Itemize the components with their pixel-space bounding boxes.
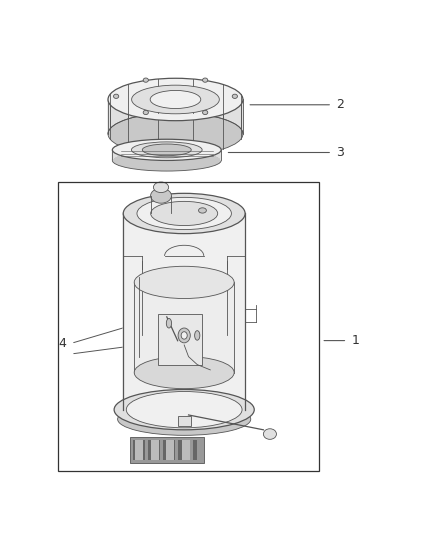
Polygon shape bbox=[113, 150, 221, 160]
Bar bbox=[193, 440, 197, 460]
Ellipse shape bbox=[123, 193, 245, 233]
Ellipse shape bbox=[151, 188, 171, 203]
Ellipse shape bbox=[118, 403, 251, 435]
Ellipse shape bbox=[134, 357, 234, 389]
Ellipse shape bbox=[113, 139, 221, 160]
Text: 2: 2 bbox=[336, 98, 344, 111]
Bar bbox=[170, 440, 175, 460]
Bar bbox=[130, 437, 204, 463]
Ellipse shape bbox=[150, 91, 201, 109]
Polygon shape bbox=[123, 214, 245, 410]
Ellipse shape bbox=[114, 390, 254, 430]
Ellipse shape bbox=[131, 142, 202, 158]
Ellipse shape bbox=[263, 429, 276, 439]
Polygon shape bbox=[134, 282, 234, 373]
Bar bbox=[163, 440, 167, 460]
Ellipse shape bbox=[113, 94, 119, 99]
Bar bbox=[158, 314, 201, 365]
Ellipse shape bbox=[198, 208, 206, 213]
Bar bbox=[151, 440, 159, 460]
Text: 4: 4 bbox=[59, 337, 67, 350]
Text: 3: 3 bbox=[336, 146, 344, 159]
Text: 1: 1 bbox=[352, 334, 360, 347]
Ellipse shape bbox=[151, 201, 218, 225]
Bar bbox=[135, 440, 143, 460]
Ellipse shape bbox=[142, 144, 191, 156]
Bar bbox=[141, 440, 145, 460]
Bar bbox=[185, 440, 190, 460]
Ellipse shape bbox=[132, 85, 219, 114]
Ellipse shape bbox=[153, 182, 169, 192]
Ellipse shape bbox=[202, 110, 208, 115]
Ellipse shape bbox=[108, 113, 243, 155]
Ellipse shape bbox=[137, 197, 231, 230]
Ellipse shape bbox=[143, 110, 148, 115]
Bar bbox=[155, 440, 160, 460]
Bar bbox=[178, 440, 182, 460]
Bar bbox=[148, 440, 152, 460]
Ellipse shape bbox=[126, 392, 242, 428]
Ellipse shape bbox=[202, 78, 208, 82]
Ellipse shape bbox=[134, 266, 234, 298]
Ellipse shape bbox=[194, 330, 200, 340]
Polygon shape bbox=[108, 100, 243, 134]
Ellipse shape bbox=[232, 94, 237, 99]
Ellipse shape bbox=[178, 328, 190, 343]
Ellipse shape bbox=[166, 318, 172, 328]
Bar bbox=[166, 440, 174, 460]
Ellipse shape bbox=[108, 78, 243, 120]
Ellipse shape bbox=[143, 78, 148, 82]
Bar bbox=[133, 440, 138, 460]
Bar bbox=[178, 416, 191, 425]
Bar bbox=[58, 182, 319, 471]
Ellipse shape bbox=[181, 332, 187, 339]
Ellipse shape bbox=[113, 150, 221, 171]
Bar bbox=[182, 440, 190, 460]
